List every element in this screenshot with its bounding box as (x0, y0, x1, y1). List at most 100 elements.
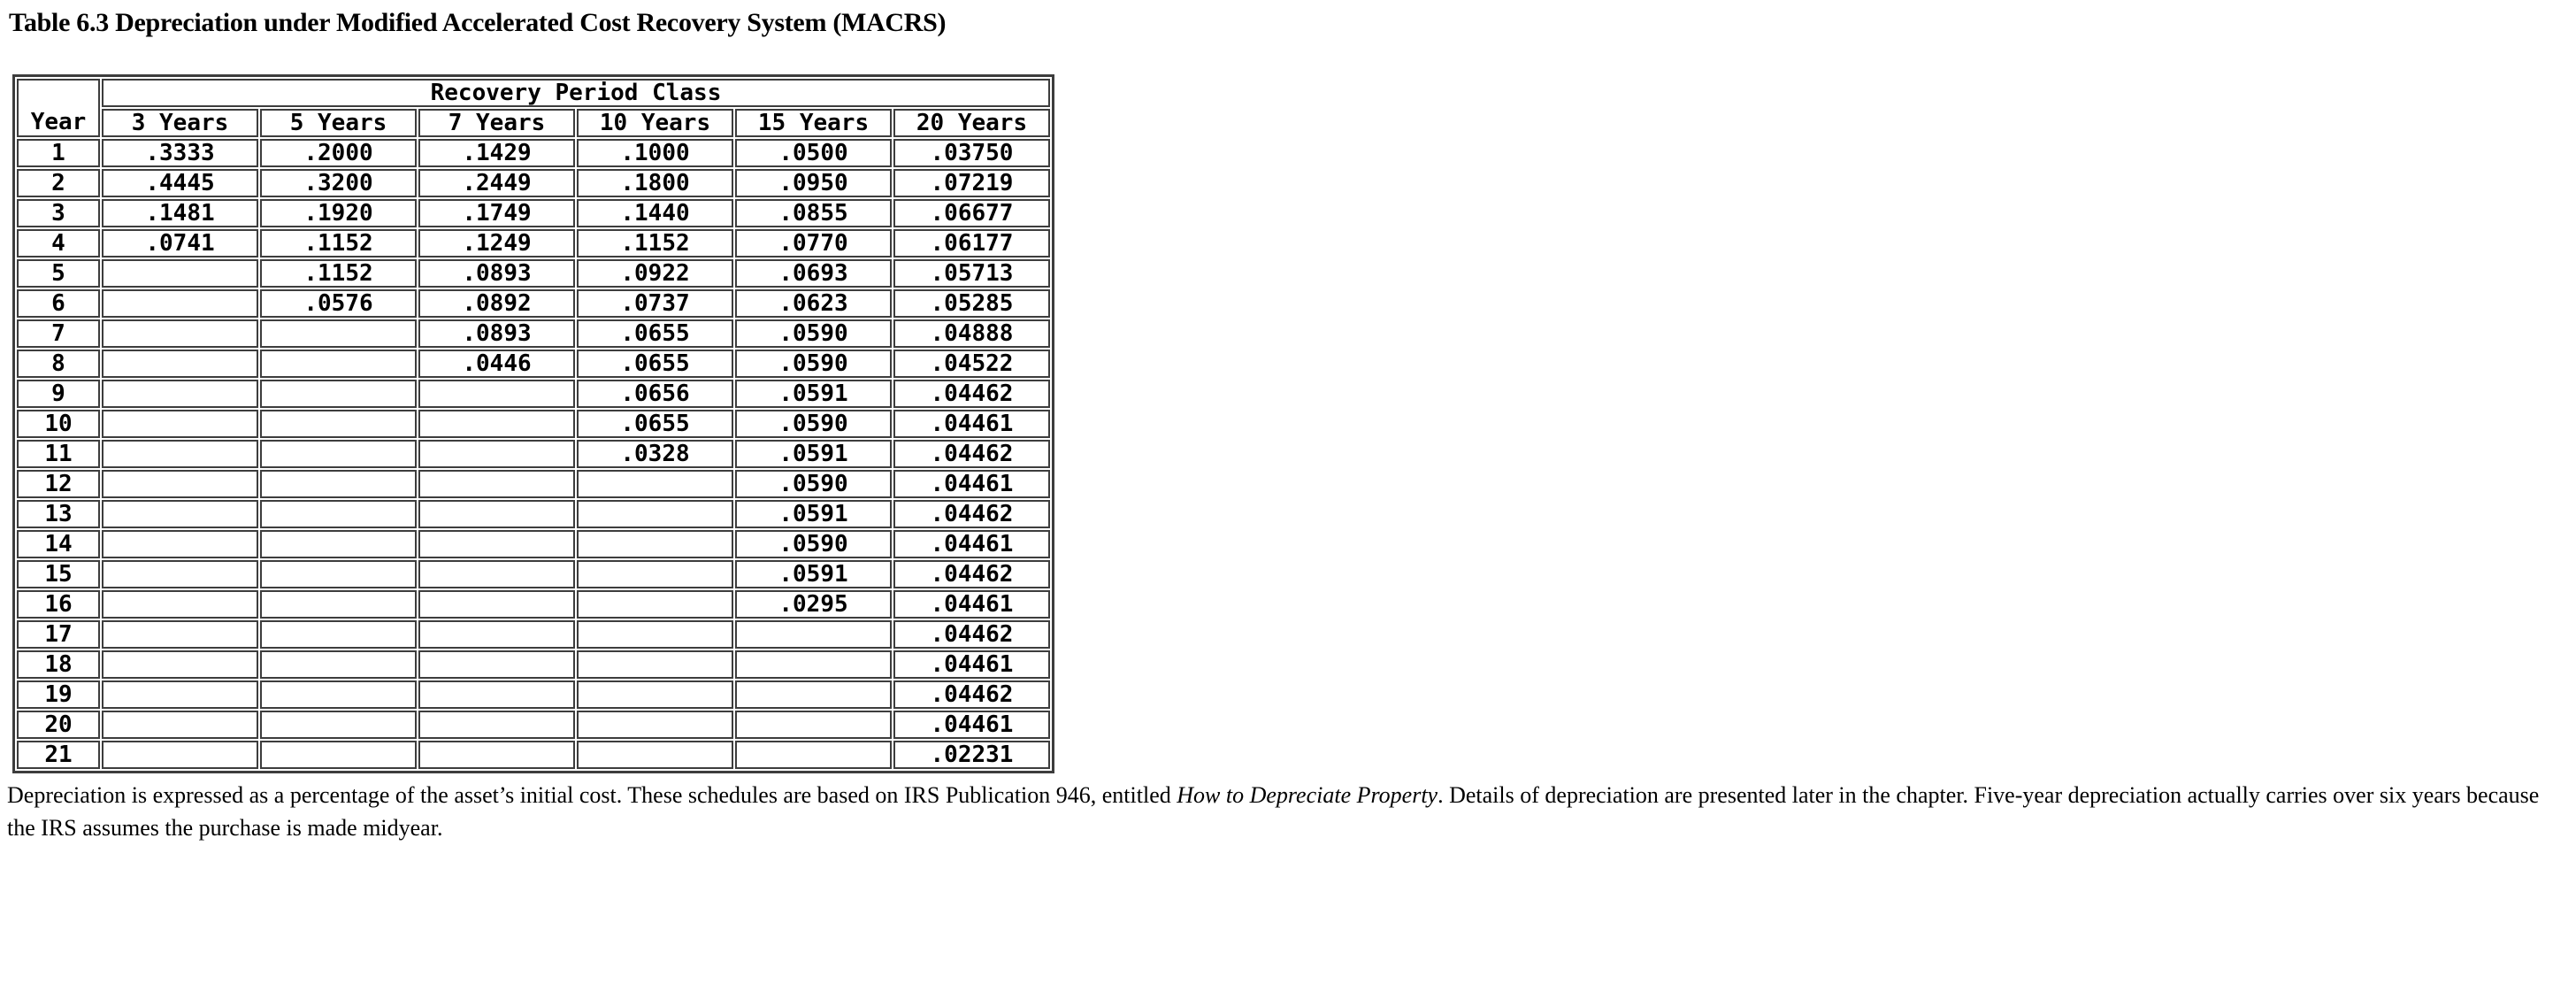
year-cell: 5 (17, 259, 100, 288)
value-cell-3-years: .0741 (102, 229, 258, 258)
value-cell-15-years (735, 711, 892, 739)
value-cell-7-years: .0893 (418, 259, 575, 288)
table-row: 13 .0591 .04462 (17, 500, 1050, 528)
value-cell-10-years: .0922 (577, 259, 733, 288)
value-cell-7-years (418, 500, 575, 528)
value-cell-7-years (418, 650, 575, 679)
value-cell-3-years: .3333 (102, 139, 258, 167)
value-cell-5-years (260, 680, 417, 709)
value-cell-7-years (418, 440, 575, 468)
value-cell-7-years: .0893 (418, 319, 575, 348)
value-cell-5-years (260, 319, 417, 348)
table-row: 12 .0590 .04461 (17, 470, 1050, 498)
value-cell-10-years: .1152 (577, 229, 733, 258)
column-header-10-years: 10 Years (577, 109, 733, 137)
table-row: 8 .0446 .0655 .0590 .04522 (17, 350, 1050, 378)
year-cell: 21 (17, 741, 100, 769)
year-cell: 13 (17, 500, 100, 528)
value-cell-20-years: .04461 (893, 410, 1050, 438)
value-cell-20-years: .04461 (893, 650, 1050, 679)
footnote: Depreciation is expressed as a percentag… (7, 779, 2571, 844)
value-cell-15-years: .0623 (735, 289, 892, 318)
year-cell: 8 (17, 350, 100, 378)
value-cell-10-years: .0737 (577, 289, 733, 318)
column-header-3-years: 3 Years (102, 109, 258, 137)
value-cell-10-years (577, 530, 733, 558)
value-cell-7-years: .1429 (418, 139, 575, 167)
value-cell-7-years: .1249 (418, 229, 575, 258)
value-cell-20-years: .04462 (893, 440, 1050, 468)
footnote-text-before-italic: Depreciation is expressed as a percentag… (7, 782, 1177, 808)
value-cell-7-years (418, 470, 575, 498)
table-row: 2 .4445 .3200 .2449 .1800 .0950 .07219 (17, 169, 1050, 197)
table-row: 10 .0655 .0590 .04461 (17, 410, 1050, 438)
macrs-table-head: Year Recovery Period Class 3 Years 5 Yea… (17, 79, 1050, 137)
value-cell-5-years: .1152 (260, 229, 417, 258)
table-title: Table 6.3 Depreciation under Modified Ac… (9, 8, 947, 37)
column-header-20-years: 20 Years (893, 109, 1050, 137)
value-cell-15-years (735, 680, 892, 709)
value-cell-20-years: .03750 (893, 139, 1050, 167)
value-cell-20-years: .04462 (893, 380, 1050, 408)
value-cell-20-years: .04461 (893, 590, 1050, 619)
value-cell-7-years (418, 741, 575, 769)
value-cell-10-years: .1440 (577, 199, 733, 227)
footnote-text-after-italic: . Details of depreciation are presented … (7, 782, 2540, 841)
value-cell-3-years (102, 650, 258, 679)
table-row: 7 .0893 .0655 .0590 .04888 (17, 319, 1050, 348)
year-cell: 9 (17, 380, 100, 408)
value-cell-15-years: .0295 (735, 590, 892, 619)
value-cell-20-years: .06177 (893, 229, 1050, 258)
value-cell-20-years: .02231 (893, 741, 1050, 769)
year-cell: 6 (17, 289, 100, 318)
value-cell-20-years: .05285 (893, 289, 1050, 318)
value-cell-3-years (102, 350, 258, 378)
column-header-row: 3 Years 5 Years 7 Years 10 Years 15 Year… (17, 109, 1050, 137)
year-cell: 2 (17, 169, 100, 197)
value-cell-15-years: .0590 (735, 530, 892, 558)
column-header-year: Year (17, 79, 100, 137)
table-row: 15 .0591 .04462 (17, 560, 1050, 588)
year-cell: 18 (17, 650, 100, 679)
value-cell-10-years: .0655 (577, 410, 733, 438)
value-cell-7-years (418, 530, 575, 558)
value-cell-3-years (102, 741, 258, 769)
year-cell: 14 (17, 530, 100, 558)
value-cell-15-years: .0500 (735, 139, 892, 167)
value-cell-7-years (418, 560, 575, 588)
value-cell-10-years: .1000 (577, 139, 733, 167)
value-cell-15-years: .0693 (735, 259, 892, 288)
footnote-publication-title: How to Depreciate Property (1177, 782, 1438, 808)
value-cell-15-years: .0950 (735, 169, 892, 197)
value-cell-7-years (418, 711, 575, 739)
column-header-5-years: 5 Years (260, 109, 417, 137)
value-cell-7-years: .0892 (418, 289, 575, 318)
value-cell-10-years: .0655 (577, 350, 733, 378)
value-cell-15-years: .0590 (735, 319, 892, 348)
year-cell: 20 (17, 711, 100, 739)
year-cell: 12 (17, 470, 100, 498)
value-cell-5-years (260, 620, 417, 649)
column-header-15-years: 15 Years (735, 109, 892, 137)
value-cell-5-years (260, 500, 417, 528)
value-cell-10-years (577, 560, 733, 588)
value-cell-3-years (102, 560, 258, 588)
table-row: 17 .04462 (17, 620, 1050, 649)
value-cell-20-years: .04461 (893, 711, 1050, 739)
value-cell-20-years: .04522 (893, 350, 1050, 378)
value-cell-15-years (735, 741, 892, 769)
table-row: 6 .0576 .0892 .0737 .0623 .05285 (17, 289, 1050, 318)
value-cell-3-years: .4445 (102, 169, 258, 197)
value-cell-20-years: .04462 (893, 680, 1050, 709)
value-cell-5-years (260, 560, 417, 588)
value-cell-3-years (102, 500, 258, 528)
table-row: 4 .0741 .1152 .1249 .1152 .0770 .06177 (17, 229, 1050, 258)
value-cell-15-years: .0591 (735, 380, 892, 408)
year-cell: 10 (17, 410, 100, 438)
page: Table 6.3 Depreciation under Modified Ac… (0, 7, 2576, 984)
value-cell-3-years: .1481 (102, 199, 258, 227)
table-row: 21 .02231 (17, 741, 1050, 769)
value-cell-15-years: .0591 (735, 500, 892, 528)
value-cell-7-years (418, 380, 575, 408)
value-cell-7-years: .0446 (418, 350, 575, 378)
